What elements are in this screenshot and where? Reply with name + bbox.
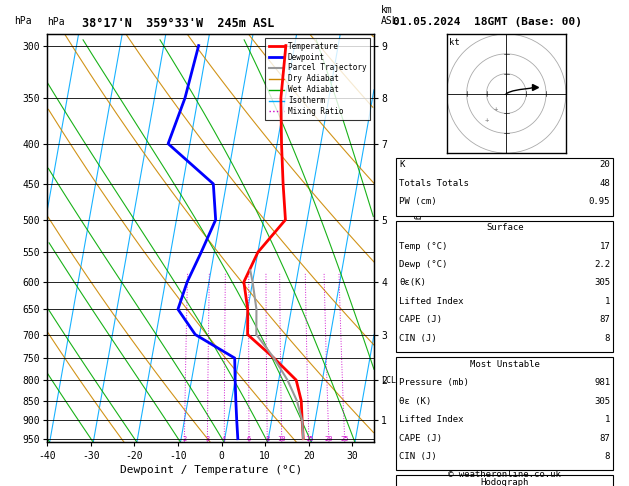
Text: hPa: hPa: [14, 16, 32, 26]
Text: km
ASL: km ASL: [381, 5, 398, 26]
Text: 87: 87: [599, 315, 610, 325]
Text: 01.05.2024  18GMT (Base: 00): 01.05.2024 18GMT (Base: 00): [393, 17, 582, 27]
Text: CAPE (J): CAPE (J): [399, 315, 442, 325]
Text: 87: 87: [599, 434, 610, 443]
Text: 2.2: 2.2: [594, 260, 610, 269]
Text: 1: 1: [604, 415, 610, 424]
Text: 4: 4: [222, 436, 226, 442]
Text: CIN (J): CIN (J): [399, 334, 437, 343]
Text: Lifted Index: Lifted Index: [399, 297, 464, 306]
Text: 1: 1: [604, 297, 610, 306]
Text: Dewp (°C): Dewp (°C): [399, 260, 448, 269]
Text: +: +: [494, 106, 498, 112]
Text: 305: 305: [594, 278, 610, 288]
Text: 2: 2: [182, 436, 187, 442]
Text: 305: 305: [594, 397, 610, 406]
Text: PW (cm): PW (cm): [399, 197, 437, 207]
Text: Lifted Index: Lifted Index: [399, 415, 464, 424]
Text: Totals Totals: Totals Totals: [399, 179, 469, 188]
Text: Temp (°C): Temp (°C): [399, 242, 448, 251]
Text: CAPE (J): CAPE (J): [399, 434, 442, 443]
Text: 8: 8: [604, 334, 610, 343]
Text: 8: 8: [604, 452, 610, 461]
Text: © weatheronline.co.uk: © weatheronline.co.uk: [448, 469, 561, 479]
Text: hPa: hPa: [47, 17, 65, 27]
Text: 48: 48: [599, 179, 610, 188]
Text: K: K: [399, 160, 405, 170]
Text: Most Unstable: Most Unstable: [470, 360, 540, 369]
Text: 0.95: 0.95: [589, 197, 610, 207]
Text: CIN (J): CIN (J): [399, 452, 437, 461]
Text: 38°17'N  359°33'W  245m ASL: 38°17'N 359°33'W 245m ASL: [82, 17, 274, 30]
Text: LCL: LCL: [381, 376, 396, 384]
Text: Hodograph: Hodograph: [481, 478, 529, 486]
Text: 15: 15: [304, 436, 313, 442]
Text: 10: 10: [277, 436, 286, 442]
Text: Surface: Surface: [486, 223, 523, 232]
Text: 6: 6: [247, 436, 251, 442]
Y-axis label: Mixing Ratio (g/kg): Mixing Ratio (g/kg): [413, 187, 422, 289]
Text: +: +: [484, 117, 489, 123]
Text: 25: 25: [340, 436, 349, 442]
X-axis label: Dewpoint / Temperature (°C): Dewpoint / Temperature (°C): [120, 466, 302, 475]
Text: kt: kt: [449, 37, 460, 47]
Text: 20: 20: [599, 160, 610, 170]
Text: 17: 17: [599, 242, 610, 251]
Text: θε (K): θε (K): [399, 397, 431, 406]
Text: 3: 3: [205, 436, 209, 442]
Text: θε(K): θε(K): [399, 278, 426, 288]
Text: 981: 981: [594, 378, 610, 387]
Text: 20: 20: [325, 436, 333, 442]
Text: Pressure (mb): Pressure (mb): [399, 378, 469, 387]
Text: 8: 8: [265, 436, 269, 442]
Legend: Temperature, Dewpoint, Parcel Trajectory, Dry Adiabat, Wet Adiabat, Isotherm, Mi: Temperature, Dewpoint, Parcel Trajectory…: [265, 38, 370, 120]
